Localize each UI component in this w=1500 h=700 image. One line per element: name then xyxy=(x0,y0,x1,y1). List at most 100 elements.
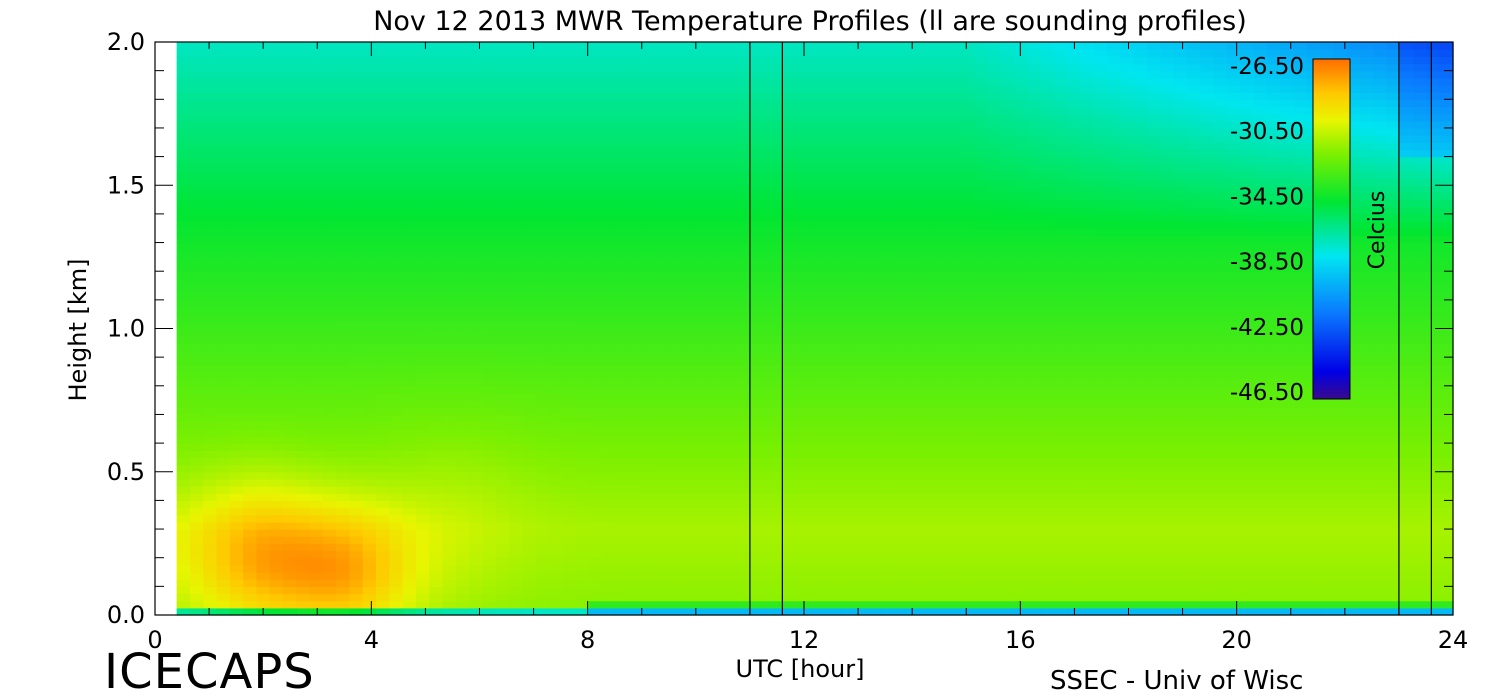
heatmap-cell xyxy=(668,49,683,57)
heatmap-cell xyxy=(415,142,430,151)
heatmap-cell xyxy=(455,486,470,494)
heatmap-cell xyxy=(907,99,922,108)
heatmap-cell xyxy=(894,185,909,194)
heatmap-cell xyxy=(628,127,643,136)
heatmap-cell xyxy=(548,235,563,244)
heatmap-cell xyxy=(216,106,231,115)
heatmap-cell xyxy=(176,127,191,136)
heatmap-cell xyxy=(974,407,989,416)
heatmap-cell xyxy=(535,314,550,322)
heatmap-cell xyxy=(602,586,616,595)
heatmap-cell xyxy=(562,564,577,573)
heatmap-cell xyxy=(482,335,497,344)
heatmap-cell xyxy=(588,328,603,337)
heatmap-cell xyxy=(522,507,537,516)
heatmap-cell xyxy=(628,221,643,229)
heatmap-cell xyxy=(788,77,803,86)
heatmap-cell xyxy=(641,407,656,416)
heatmap-cell xyxy=(695,543,710,552)
heatmap-cell xyxy=(881,564,896,573)
heatmap-cell xyxy=(575,464,590,473)
heatmap-cell xyxy=(615,292,630,301)
heatmap-cell xyxy=(695,299,710,308)
heatmap-cell xyxy=(947,213,962,222)
heatmap-cell xyxy=(668,564,683,573)
heatmap-cell xyxy=(695,392,710,401)
heatmap-cell xyxy=(987,500,1002,509)
heatmap-cell xyxy=(735,142,749,151)
heatmap-cell xyxy=(934,529,949,537)
heatmap-cell xyxy=(362,450,377,459)
heatmap-cell xyxy=(947,127,962,136)
heatmap-cell xyxy=(708,478,723,487)
heatmap-cell xyxy=(695,428,710,437)
heatmap-cell xyxy=(522,92,537,100)
heatmap-cell xyxy=(628,557,643,566)
heatmap-cell xyxy=(854,178,869,186)
heatmap-cell xyxy=(668,407,683,416)
heatmap-cell xyxy=(349,256,364,265)
heatmap-cell xyxy=(362,457,377,466)
heatmap-cell xyxy=(615,92,630,100)
heatmap-cell xyxy=(522,600,537,609)
heatmap-cell xyxy=(229,357,244,365)
heatmap-cell xyxy=(588,349,603,358)
heatmap-cell xyxy=(641,428,656,437)
heatmap-cell xyxy=(429,92,444,100)
heatmap-cell xyxy=(655,235,670,244)
heatmap-cell xyxy=(229,242,244,251)
heatmap-cell xyxy=(509,170,523,179)
heatmap-cell xyxy=(681,600,696,609)
heatmap-cell xyxy=(947,471,962,480)
heatmap-cell xyxy=(229,514,244,523)
heatmap-cell xyxy=(841,493,856,501)
heatmap-cell xyxy=(376,564,390,573)
heatmap-cell xyxy=(615,77,630,86)
heatmap-cell xyxy=(482,550,497,559)
heatmap-cell xyxy=(243,579,258,587)
heatmap-cell xyxy=(748,206,763,215)
heatmap-cell xyxy=(788,135,803,143)
heatmap-cell xyxy=(588,213,603,222)
heatmap-cell xyxy=(814,450,829,459)
heatmap-cell xyxy=(269,314,284,322)
heatmap-cell xyxy=(814,543,829,552)
heatmap-cell xyxy=(748,213,763,222)
heatmap-cell xyxy=(668,500,683,509)
heatmap-cell xyxy=(602,170,616,179)
heatmap-cell xyxy=(376,249,390,258)
heatmap-cell xyxy=(894,400,909,408)
heatmap-cell xyxy=(841,264,856,272)
heatmap-cell xyxy=(469,392,484,401)
heatmap-cell xyxy=(974,435,989,444)
heatmap-cell xyxy=(628,242,643,251)
heatmap-cell xyxy=(748,235,763,244)
heatmap-cell xyxy=(349,342,364,351)
heatmap-cell xyxy=(535,385,550,394)
heatmap-cell xyxy=(575,550,590,559)
heatmap-cell xyxy=(681,414,696,423)
heatmap-cell xyxy=(695,407,710,416)
heatmap-cell xyxy=(309,135,324,143)
heatmap-cell xyxy=(735,428,749,437)
heatmap-cell xyxy=(934,149,949,158)
heatmap-cell xyxy=(256,170,271,179)
heatmap-cell xyxy=(283,221,297,229)
heatmap-cell xyxy=(641,550,656,559)
heatmap-cell xyxy=(615,106,630,115)
heatmap-cell xyxy=(668,170,683,179)
heatmap-cell xyxy=(907,249,922,258)
heatmap-cell xyxy=(429,593,444,602)
heatmap-cell xyxy=(269,478,284,487)
heatmap-cell xyxy=(761,400,776,408)
heatmap-cell xyxy=(229,378,244,387)
heatmap-cell xyxy=(216,199,231,208)
heatmap-cell xyxy=(548,521,563,530)
heatmap-cell xyxy=(522,56,537,65)
heatmap-cell xyxy=(189,213,204,222)
heatmap-cell xyxy=(947,342,962,351)
heatmap-cell xyxy=(788,271,803,279)
heatmap-cell xyxy=(336,92,351,100)
heatmap-cell xyxy=(708,486,723,494)
heatmap-cell xyxy=(628,342,643,351)
